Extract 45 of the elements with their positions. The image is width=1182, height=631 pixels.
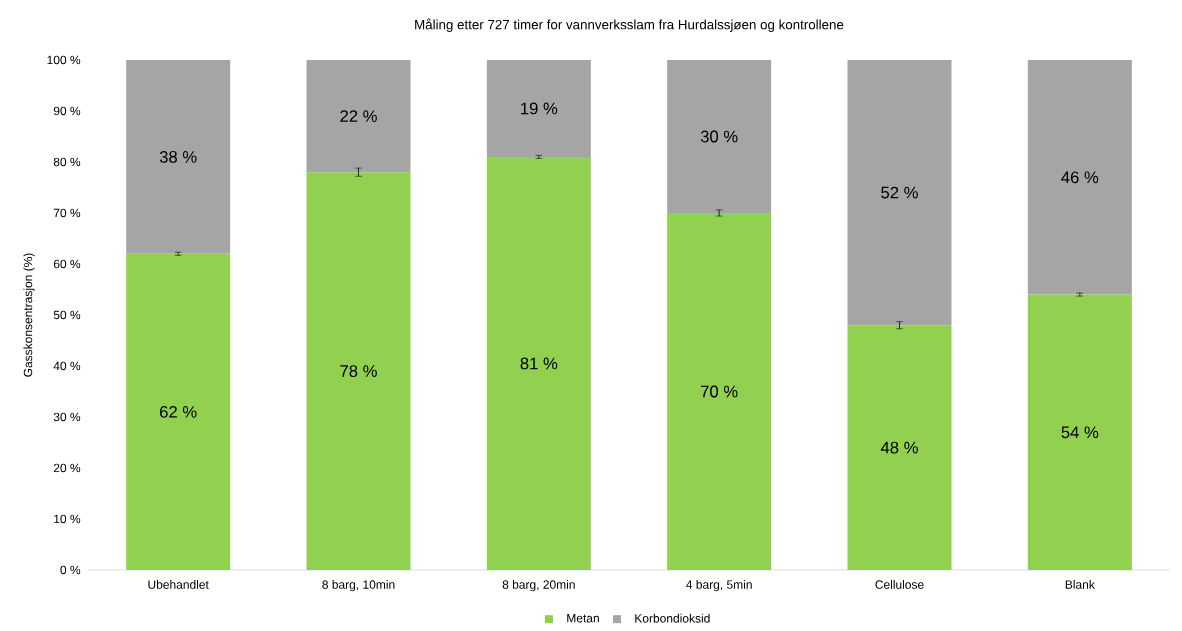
y-tick-label: 30 % — [53, 412, 81, 422]
bar — [847, 325, 952, 570]
chart-title: Måling etter 727 timer for vannverksslam fra Hurdalssjøen og kontrollene — [415, 18, 844, 32]
x-tick-label: 8 barg, 20min — [502, 580, 575, 592]
data-label: 70 % — [701, 385, 738, 398]
data-label: 22 % — [340, 110, 377, 122]
bar — [126, 59, 231, 254]
data-label: 78 % — [340, 365, 377, 377]
y-tick-label: 50 % — [53, 310, 81, 320]
bar — [1027, 294, 1132, 570]
data-label: 62 % — [160, 406, 197, 418]
y-tick-label: 0 % — [60, 565, 81, 575]
data-label: 38 % — [159, 151, 197, 163]
y-tick-label: 10 % — [54, 514, 81, 524]
x-tick-label: 4 barg, 5min — [686, 580, 752, 592]
y-tick-label: 60 % — [53, 259, 81, 269]
data-label: 52 % — [881, 186, 918, 199]
data-label: 30 % — [700, 130, 738, 143]
data-label: 46 % — [1061, 171, 1099, 184]
data-label: 48 % — [880, 441, 918, 454]
data-label: 81 % — [520, 357, 558, 370]
bar — [486, 59, 591, 157]
bar — [306, 172, 411, 570]
bar — [126, 253, 231, 570]
bar — [847, 59, 952, 326]
y-tick-label: 70 % — [53, 208, 81, 218]
legend-label: Metan — [567, 614, 599, 623]
bar — [667, 59, 772, 213]
y-axis-title: Gasskonsentrasjon (%) — [23, 253, 35, 377]
x-tick-label: Blank — [1065, 580, 1095, 589]
data-label: 19 % — [521, 102, 558, 115]
y-tick-label: 80 % — [53, 157, 81, 167]
bar — [306, 59, 411, 173]
x-tick-label: 8 barg, 10min — [322, 580, 395, 592]
bar — [486, 156, 591, 570]
bar — [667, 212, 772, 570]
y-tick-label: 20 % — [53, 463, 81, 473]
x-tick-label: Ubehandlet — [148, 580, 209, 589]
bar — [1027, 59, 1132, 295]
data-label: 54 % — [1061, 426, 1099, 439]
y-tick-label: 40 % — [53, 361, 81, 371]
legend-label: Korbondioksid — [635, 613, 710, 623]
x-tick-label: Cellulose — [875, 580, 924, 589]
y-tick-label: 100 % — [47, 55, 81, 65]
y-tick-label: 90 % — [53, 106, 81, 116]
